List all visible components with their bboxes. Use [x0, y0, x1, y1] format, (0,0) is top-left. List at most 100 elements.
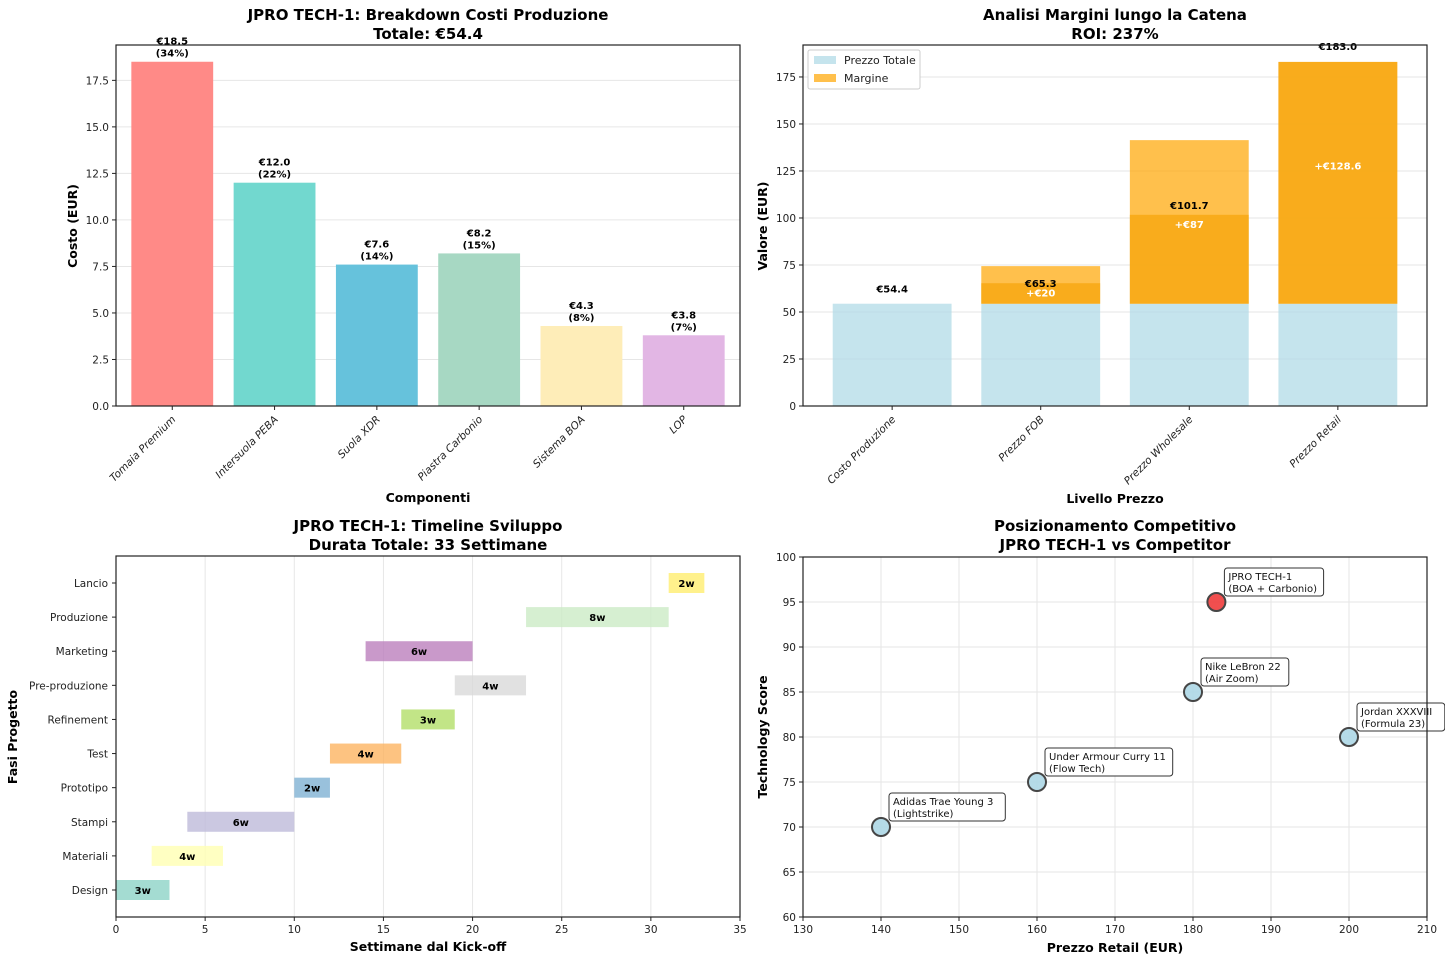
y-tick-label: 0.0 [92, 401, 109, 413]
x-tick-label: Costo Produzione [825, 414, 898, 487]
annotation-name: Jordan XXXVIII [1360, 707, 1432, 718]
gantt-bar [329, 743, 402, 764]
bar-margin [981, 266, 1101, 304]
legend: Prezzo Totale Margine [807, 49, 921, 90]
x-axis-label: Componenti [386, 490, 471, 505]
y-tick-label: 25 [783, 354, 796, 366]
bar-base-cost [981, 303, 1101, 406]
bar-value-label: €18.5 [155, 37, 188, 48]
x-tick-label: 180 [1183, 924, 1203, 936]
annotation-name: JPRO TECH-1 [1227, 572, 1292, 583]
y-axis-label: Fasi Progetto [5, 689, 20, 784]
y-tick-label: 0 [789, 401, 796, 413]
x-tick-label: 210 [1417, 924, 1437, 936]
total-price-label: €54.4 [875, 285, 908, 296]
x-tick-label: 30 [644, 924, 657, 936]
y-tick-label: 90 [783, 642, 796, 654]
legend-swatch-margin [814, 74, 836, 82]
y-tick-label: 70 [783, 822, 796, 834]
margin-label: +€20 [1026, 289, 1055, 300]
x-tick-label: 20 [466, 924, 479, 936]
gantt-bar [365, 641, 473, 662]
annotation-box [1044, 747, 1174, 777]
bar-value-label: €7.6 [364, 240, 390, 251]
plot-frame [115, 44, 741, 407]
annotation-tech: (Flow Tech) [1049, 764, 1105, 775]
scatter-point [1339, 727, 1359, 747]
bar-percent-label: (7%) [671, 322, 697, 333]
annotation-box [1223, 567, 1325, 597]
y-tick-label: Marketing [56, 646, 108, 658]
gantt-bar [116, 880, 170, 900]
bar-value-label: €12.0 [258, 158, 291, 169]
annotation-tech: (BOA + Carbonio) [1228, 584, 1317, 595]
gantt-duration-label: 2w [304, 784, 320, 795]
bar [642, 335, 725, 406]
x-tick-label: 160 [1027, 924, 1047, 936]
y-tick-label: 175 [776, 72, 796, 84]
x-tick-label: Prezzo Wholesale [1122, 414, 1196, 488]
bar-margin [1278, 61, 1398, 304]
gantt-bar [187, 811, 295, 832]
plot-frame [802, 44, 1428, 407]
y-tick-label: Stampi [71, 817, 108, 829]
gantt-duration-label: 4w [482, 681, 498, 692]
y-tick-label: Produzione [50, 612, 108, 624]
x-tick-label: 140 [871, 924, 891, 936]
y-axis-label: Costo (EUR) [65, 184, 80, 268]
x-tick-label: 190 [1261, 924, 1281, 936]
annotation-tech: (Air Zoom) [1205, 674, 1259, 685]
annotation-name: Nike LeBron 22 [1205, 662, 1281, 673]
x-tick-label: 130 [793, 924, 813, 936]
annotation-box [1200, 657, 1290, 687]
y-tick-label: 17.5 [86, 75, 109, 87]
chart-title: JPRO TECH-1: Timeline Sviluppo [293, 517, 563, 535]
margin-label: +€87 [1175, 220, 1204, 231]
bar-percent-label: (15%) [463, 240, 496, 251]
positioning-chart: Posizionamento Competitivo JPRO TECH-1 v… [755, 517, 1445, 955]
gantt-bar [668, 573, 705, 593]
legend-label-margin: Margine [844, 72, 889, 85]
chart-title: Posizionamento Competitivo [994, 517, 1236, 535]
y-tick-label: Design [72, 885, 108, 897]
y-tick-label: 100 [776, 213, 796, 225]
x-tick-label: 0 [113, 924, 120, 936]
scatter-point [1027, 772, 1047, 792]
legend-swatch-total [814, 56, 836, 64]
x-tick-label: Tomaia Premium [108, 414, 179, 485]
y-axis-label: Valore (EUR) [755, 181, 770, 270]
total-price-label: €183.0 [1318, 42, 1358, 53]
bar-margin [1129, 140, 1249, 304]
bar [335, 264, 418, 406]
bar [540, 325, 623, 406]
chart-title: Analisi Margini lungo la Catena [983, 6, 1247, 24]
annotation-name: Under Armour Curry 11 [1049, 752, 1166, 763]
y-tick-label: 10.0 [86, 215, 109, 227]
scatter-point [1183, 682, 1203, 702]
y-tick-label: 125 [776, 166, 796, 178]
chart-subtitle: Durata Totale: 33 Settimane [309, 536, 548, 554]
y-tick-label: 15.0 [86, 122, 109, 134]
y-tick-label: 100 [776, 552, 796, 564]
x-tick-label: LOP [667, 413, 690, 436]
chart-subtitle: Totale: €54.4 [373, 25, 483, 43]
bar-percent-label: (34%) [156, 49, 189, 60]
chart-subtitle: ROI: 237% [1071, 25, 1158, 43]
bar-value-label: €8.2 [466, 228, 492, 239]
y-tick-label: 5.0 [92, 308, 109, 320]
x-tick-label: 35 [733, 924, 746, 936]
chart-title: JPRO TECH-1: Breakdown Costi Produzione [247, 6, 609, 24]
legend-label-total: Prezzo Totale [844, 54, 916, 67]
gantt-bar [526, 607, 669, 628]
chart-subtitle: JPRO TECH-1 vs Competitor [999, 536, 1232, 554]
y-tick-label: 75 [783, 777, 796, 789]
x-tick-label: Suola XDR [336, 414, 383, 461]
y-tick-label: Materiali [62, 851, 108, 863]
gantt-bar [454, 675, 527, 696]
bar-value-label: €4.3 [568, 301, 594, 312]
x-tick-label: 10 [288, 924, 301, 936]
x-tick-label: 25 [555, 924, 568, 936]
y-tick-label: Lancio [74, 578, 108, 590]
y-axis-label: Technology Score [755, 675, 770, 798]
